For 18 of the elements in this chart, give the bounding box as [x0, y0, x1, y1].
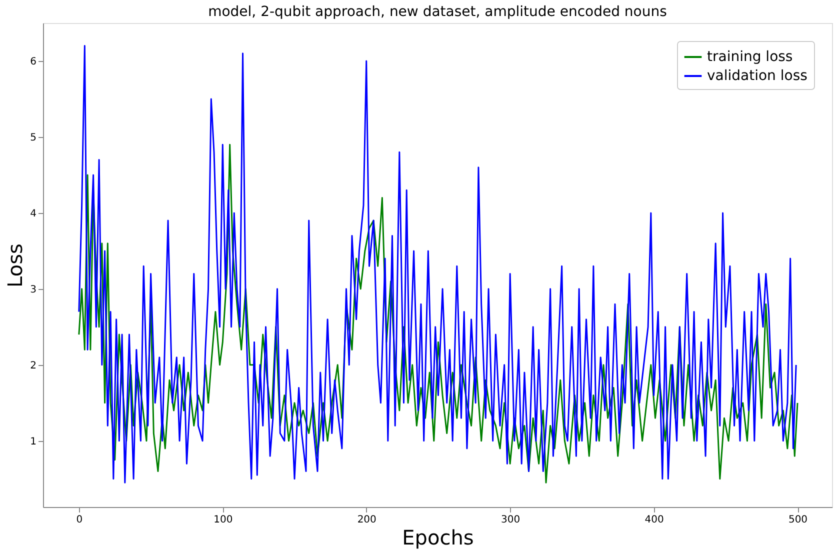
chart-title: model, 2-qubit approach, new dataset, amplitude encoded nouns [208, 4, 667, 20]
x-tick-label: 500 [788, 514, 808, 526]
y-tick-label: 3 [30, 284, 36, 296]
y-tick-label: 5 [30, 132, 36, 144]
x-tick-label: 400 [644, 514, 664, 526]
x-tick-label: 200 [357, 514, 376, 526]
line-series [78, 144, 798, 484]
y-tick-label: 6 [30, 56, 36, 68]
y-axis-title: Loss [3, 244, 28, 288]
legend-label: validation loss [707, 68, 808, 84]
y-tick-label: 1 [30, 436, 36, 448]
legend-label: training loss [707, 49, 793, 65]
x-tick-label: 100 [214, 514, 233, 526]
y-tick-label: 2 [30, 360, 36, 372]
x-tick-label: 300 [501, 514, 520, 526]
x-tick-label: 0 [76, 514, 83, 526]
y-tick-label: 4 [30, 208, 36, 220]
x-axis-title: Epochs [402, 526, 474, 550]
